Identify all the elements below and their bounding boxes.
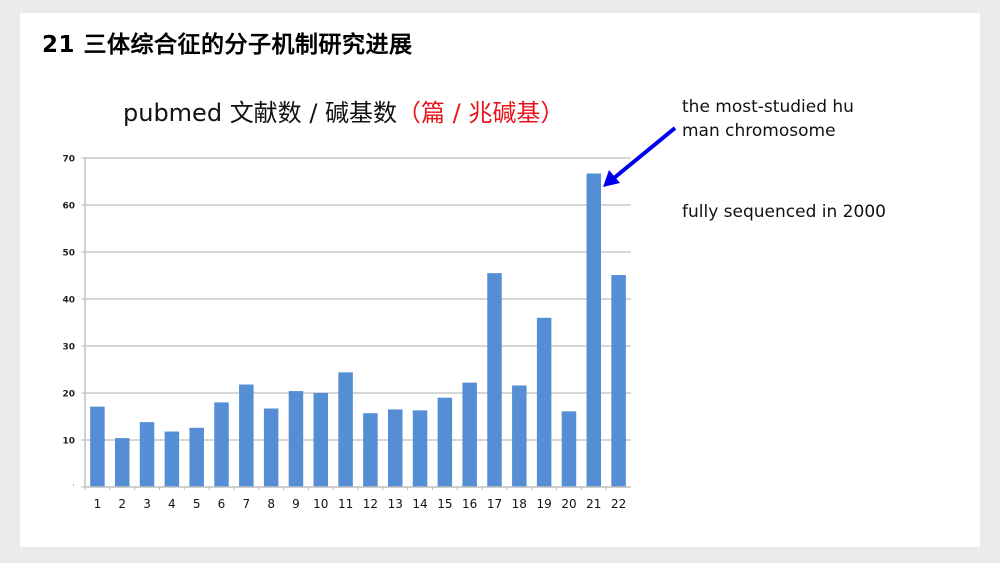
x-tick-label: 9: [292, 497, 300, 511]
annotation-sequenced: fully sequenced in 2000: [682, 202, 886, 222]
x-axis-ticks: 1 2 3 4 5 6 7 8 9 10 11 12 13 14 15 16 17 18 19 20 21 22: [84, 487, 626, 511]
x-tick-label: 7: [242, 497, 250, 511]
chart-title-main: pubmed 文献数 / 碱基数: [123, 99, 398, 127]
x-tick-label: 19: [536, 497, 551, 511]
bar-chr-14: [412, 410, 428, 487]
annotation-most-studied: the most-studied hu man chromosome: [682, 95, 854, 143]
bar-chr-19: [536, 317, 552, 487]
bar-chr-12: [363, 413, 378, 487]
x-tick-label: 14: [412, 497, 427, 511]
bar-chr-3: [139, 422, 155, 487]
bar-chr-4: [164, 431, 180, 487]
bar-chr-16: [462, 382, 477, 487]
y-tick-label: 10: [62, 437, 75, 447]
x-tick-label: 17: [487, 497, 502, 511]
x-tick-label: 6: [218, 497, 226, 511]
x-tick-label: 10: [313, 497, 328, 511]
bar-chr-6: [214, 402, 229, 487]
bar-chr-11: [338, 372, 353, 487]
y-axis-ticks: 10 20 30 40 50 60 70 ·: [62, 155, 75, 492]
bar-chr-5: [189, 427, 204, 487]
chart-title-unit: （篇 / 兆碱基）: [397, 99, 565, 127]
bar-chr-21: [586, 173, 602, 487]
x-tick-label: 13: [388, 497, 403, 511]
bar-chr-13: [387, 409, 403, 487]
x-tick-label: 8: [267, 497, 275, 511]
x-tick-label: 12: [363, 497, 378, 511]
bar-chr-8: [263, 408, 279, 487]
bar-chr-7: [239, 384, 254, 487]
x-tick-label: 18: [512, 497, 527, 511]
y-tick-label: 50: [62, 249, 75, 259]
bar-chr-15: [437, 397, 453, 487]
chart-title: pubmed 文献数 / 碱基数（篇 / 兆碱基）: [123, 93, 564, 128]
y-tick-label: 40: [62, 296, 75, 306]
x-tick-label: 4: [168, 497, 176, 511]
y-tick-label: 70: [62, 155, 75, 165]
bar-chr-2: [114, 438, 130, 487]
y-tick-label: 60: [62, 202, 75, 212]
bar-chr-22: [611, 275, 626, 487]
x-tick-label: 5: [193, 497, 201, 511]
bar-chr-18: [512, 385, 527, 487]
x-tick-label: 1: [94, 497, 102, 511]
annotation-line-2: man chromosome: [682, 121, 836, 141]
bar-chr-1: [90, 406, 105, 487]
bar-chr-10: [313, 393, 329, 487]
axes: [81, 157, 631, 488]
bars: [90, 173, 626, 487]
svg-text:·: ·: [72, 481, 75, 491]
x-tick-label: 2: [118, 497, 126, 511]
slide-title: 21 三体综合征的分子机制研究进展: [42, 32, 413, 58]
y-tick-label: 30: [62, 343, 75, 353]
x-tick-label: 3: [143, 497, 151, 511]
bar-chr-17: [487, 273, 502, 487]
x-tick-label: 20: [561, 497, 576, 511]
x-tick-label: 22: [611, 497, 626, 511]
x-tick-label: 11: [338, 497, 353, 511]
bar-chr-20: [561, 411, 577, 487]
arrow-icon: [603, 126, 677, 187]
y-tick-label: 20: [62, 390, 75, 400]
x-tick-label: 16: [462, 497, 477, 511]
bar-chr-9: [288, 391, 304, 487]
annotation-line-1: the most-studied hu: [682, 97, 854, 117]
x-tick-label: 15: [437, 497, 452, 511]
x-tick-label: 21: [586, 497, 601, 511]
